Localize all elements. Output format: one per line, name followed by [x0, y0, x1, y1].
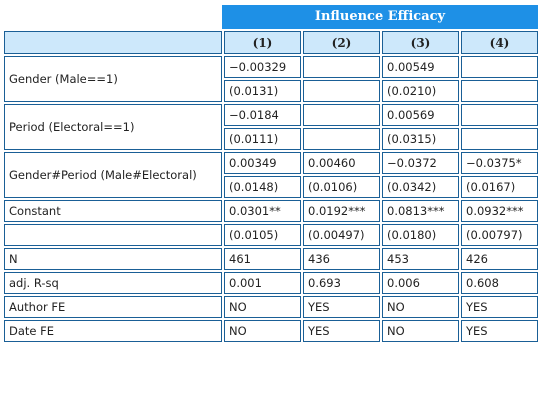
coef-cell: 0.00349 [224, 152, 301, 174]
se-cell: (0.00797) [461, 224, 538, 246]
header-row: (1) (2) (3) (4) [4, 31, 538, 54]
table-row: Gender (Male==1) −0.00329 0.00549 [4, 56, 538, 102]
stat-label: Author FE [4, 296, 222, 318]
se-cell [461, 80, 538, 102]
table-row: Period (Electoral==1) −0.0184 0.00569 [4, 104, 538, 150]
stat-cell: NO [224, 296, 301, 318]
coef-cell [461, 104, 538, 126]
se-cell: (0.0106) [303, 176, 380, 198]
coef-cell: 0.00549 [382, 56, 459, 78]
se-cell: (0.0315) [382, 128, 459, 150]
se-cell: (0.00497) [303, 224, 380, 246]
stat-cell: NO [382, 320, 459, 342]
coef-cell: −0.0375* [461, 152, 538, 174]
header-col-4: (4) [461, 31, 538, 54]
coef-cell: 0.00569 [382, 104, 459, 126]
title-row: Influence Efficacy [4, 5, 538, 29]
coef-cell: −0.0372 [382, 152, 459, 174]
table-row: Date FE NO YES NO YES [4, 320, 538, 342]
se-cell: (0.0210) [382, 80, 459, 102]
regression-table: (1) (2) (3) (4) Gender (Male==1) −0.0032… [2, 29, 540, 344]
stat-label: adj. R-sq [4, 272, 222, 294]
se-cell: (0.0148) [224, 176, 301, 198]
stat-cell: NO [382, 296, 459, 318]
se-cell [303, 80, 380, 102]
table-row: Constant 0.0301** 0.0192*** 0.0813*** 0.… [4, 200, 538, 222]
stat-cell: 0.693 [303, 272, 380, 294]
stat-cell: 461 [224, 248, 301, 270]
coef-cell [461, 56, 538, 78]
coef-cell: 0.0932*** [461, 200, 538, 222]
table-row: adj. R-sq 0.001 0.693 0.006 0.608 [4, 272, 538, 294]
table-row: (0.0131) (0.0210) [4, 80, 538, 102]
stat-label: Date FE [4, 320, 222, 342]
row-label: Period (Electoral==1) [4, 104, 222, 150]
coef-cell: 0.0301** [224, 200, 301, 222]
stat-cell: 453 [382, 248, 459, 270]
stat-cell: NO [224, 320, 301, 342]
stat-cell: 0.608 [461, 272, 538, 294]
stat-cell: YES [303, 296, 380, 318]
table-title: Influence Efficacy [222, 5, 538, 29]
header-empty [4, 31, 222, 54]
se-cell [461, 128, 538, 150]
coef-cell: 0.00460 [303, 152, 380, 174]
row-label-empty [4, 224, 222, 246]
stat-cell: 0.001 [224, 272, 301, 294]
table-row: (0.0105) (0.00497) (0.0180) (0.00797) [4, 224, 538, 246]
coef-cell [303, 56, 380, 78]
se-cell: (0.0342) [382, 176, 459, 198]
stat-cell: YES [461, 296, 538, 318]
header-col-3: (3) [382, 31, 459, 54]
stat-cell: YES [303, 320, 380, 342]
coef-cell: −0.00329 [224, 56, 301, 78]
coef-cell [303, 104, 380, 126]
stat-cell: 0.006 [382, 272, 459, 294]
coef-cell: 0.0813*** [382, 200, 459, 222]
header-col-2: (2) [303, 31, 380, 54]
stat-cell: 426 [461, 248, 538, 270]
title-spacer [4, 5, 222, 29]
stat-cell: 436 [303, 248, 380, 270]
table-row: N 461 436 453 426 [4, 248, 538, 270]
coef-cell: −0.0184 [224, 104, 301, 126]
header-col-1: (1) [224, 31, 301, 54]
se-cell: (0.0180) [382, 224, 459, 246]
row-label: Constant [4, 200, 222, 222]
table-row: (0.0148) (0.0106) (0.0342) (0.0167) [4, 176, 538, 198]
table-row: Author FE NO YES NO YES [4, 296, 538, 318]
table-row: Gender#Period (Male#Electoral) 0.00349 0… [4, 152, 538, 198]
stat-label: N [4, 248, 222, 270]
row-label: Gender (Male==1) [4, 56, 222, 102]
se-cell: (0.0131) [224, 80, 301, 102]
se-cell: (0.0167) [461, 176, 538, 198]
coef-cell: 0.0192*** [303, 200, 380, 222]
row-label: Gender#Period (Male#Electoral) [4, 152, 222, 198]
se-cell: (0.0111) [224, 128, 301, 150]
se-cell: (0.0105) [224, 224, 301, 246]
regression-table-container: Influence Efficacy (1) (2) (3) (4) Gende… [4, 5, 538, 344]
table-row: (0.0111) (0.0315) [4, 128, 538, 150]
se-cell [303, 128, 380, 150]
stat-cell: YES [461, 320, 538, 342]
